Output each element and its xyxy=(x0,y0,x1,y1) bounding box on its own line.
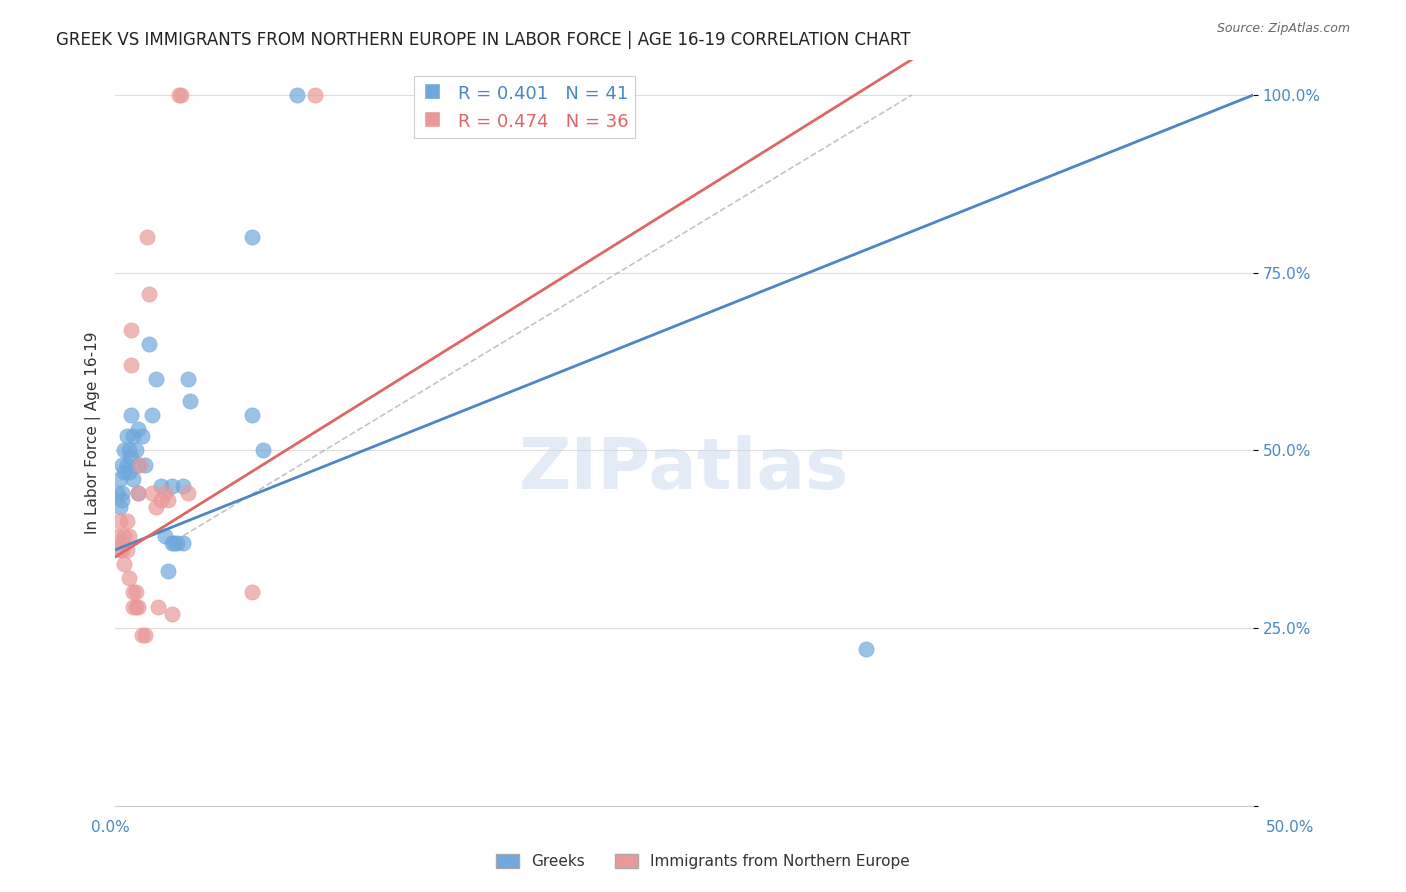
Text: 0.0%: 0.0% xyxy=(91,821,131,835)
Point xyxy=(127,486,149,500)
Point xyxy=(136,230,159,244)
Point xyxy=(127,458,149,472)
Point xyxy=(107,486,129,500)
Point xyxy=(127,422,149,436)
Point xyxy=(131,628,153,642)
Point xyxy=(148,599,170,614)
Point xyxy=(122,585,145,599)
Point xyxy=(285,88,308,103)
Y-axis label: In Labor Force | Age 16-19: In Labor Force | Age 16-19 xyxy=(86,331,101,534)
Point xyxy=(170,88,193,103)
Point xyxy=(118,465,141,479)
Point xyxy=(160,479,183,493)
Legend: Greeks, Immigrants from Northern Europe: Greeks, Immigrants from Northern Europe xyxy=(489,848,917,875)
Point xyxy=(118,528,141,542)
Text: ZIPatlas: ZIPatlas xyxy=(519,435,849,504)
Point xyxy=(111,486,134,500)
Point xyxy=(141,408,163,422)
Point xyxy=(304,88,326,103)
Point xyxy=(108,542,131,557)
Point xyxy=(240,585,263,599)
Point xyxy=(107,528,129,542)
Point xyxy=(124,585,146,599)
Point xyxy=(111,493,134,508)
Point xyxy=(115,515,138,529)
Point xyxy=(855,642,877,657)
Point xyxy=(240,230,263,244)
Point xyxy=(112,557,135,571)
Text: GREEK VS IMMIGRANTS FROM NORTHERN EUROPE IN LABOR FORCE | AGE 16-19 CORRELATION : GREEK VS IMMIGRANTS FROM NORTHERN EUROPE… xyxy=(56,31,911,49)
Point xyxy=(166,535,188,549)
Point xyxy=(172,479,194,493)
Point xyxy=(122,429,145,443)
Point xyxy=(124,599,146,614)
Point xyxy=(118,443,141,458)
Point xyxy=(177,372,200,386)
Point xyxy=(134,458,156,472)
Point xyxy=(141,486,163,500)
Point xyxy=(122,472,145,486)
Point xyxy=(122,599,145,614)
Point xyxy=(120,323,142,337)
Point xyxy=(155,486,177,500)
Point xyxy=(160,535,183,549)
Point xyxy=(155,528,177,542)
Point xyxy=(156,493,179,508)
Point xyxy=(134,628,156,642)
Point xyxy=(120,358,142,372)
Point xyxy=(167,88,190,103)
Point xyxy=(156,564,179,578)
Point xyxy=(163,535,186,549)
Point xyxy=(112,528,135,542)
Point xyxy=(124,443,146,458)
Point xyxy=(138,287,160,301)
Point xyxy=(120,408,142,422)
Point xyxy=(108,515,131,529)
Point xyxy=(131,429,153,443)
Point xyxy=(112,443,135,458)
Point xyxy=(179,393,201,408)
Text: 50.0%: 50.0% xyxy=(1267,821,1315,835)
Point xyxy=(108,472,131,486)
Point xyxy=(240,408,263,422)
Point xyxy=(115,542,138,557)
Point xyxy=(145,500,167,515)
Point xyxy=(172,535,194,549)
Point xyxy=(129,458,152,472)
Point xyxy=(111,458,134,472)
Point xyxy=(127,599,149,614)
Point xyxy=(149,493,172,508)
Point xyxy=(127,486,149,500)
Point xyxy=(115,429,138,443)
Point xyxy=(177,486,200,500)
Point xyxy=(120,450,142,465)
Point xyxy=(160,607,183,621)
Point xyxy=(115,458,138,472)
Point xyxy=(118,571,141,585)
Point xyxy=(149,479,172,493)
Legend: R = 0.401   N = 41, R = 0.474   N = 36: R = 0.401 N = 41, R = 0.474 N = 36 xyxy=(415,76,636,138)
Point xyxy=(252,443,274,458)
Text: Source: ZipAtlas.com: Source: ZipAtlas.com xyxy=(1216,22,1350,36)
Point xyxy=(145,372,167,386)
Point xyxy=(138,336,160,351)
Point xyxy=(111,542,134,557)
Point xyxy=(111,535,134,549)
Point xyxy=(112,465,135,479)
Point xyxy=(108,500,131,515)
